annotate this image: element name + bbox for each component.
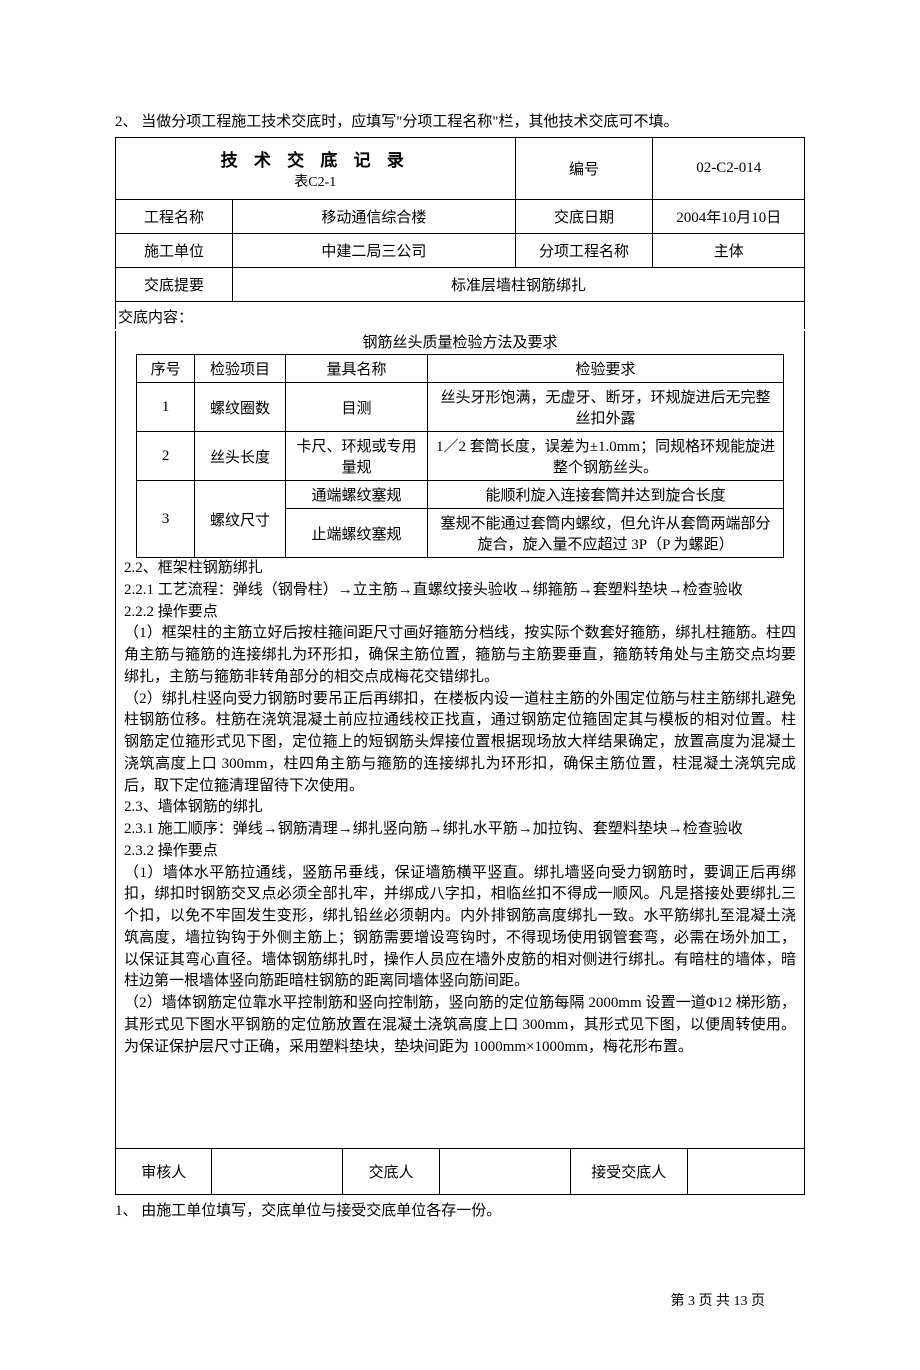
r1-no: 1 bbox=[137, 383, 195, 432]
header-table: 技 术 交 底 记 录 表C2-1 编号 02-C2-014 工程名称 移动通信… bbox=[115, 137, 805, 302]
sig-a-value bbox=[212, 1149, 343, 1195]
sig-a-label: 审核人 bbox=[116, 1149, 212, 1195]
sig-b-label: 交底人 bbox=[343, 1149, 439, 1195]
r1-tool: 目测 bbox=[285, 383, 427, 432]
summary-value: 标准层墙柱钢筋绑扎 bbox=[233, 268, 805, 302]
r3a-req: 能顺利旋入连接套筒并达到旋合长度 bbox=[428, 481, 784, 509]
p2: 2.2.1 工艺流程：弹线（钢骨柱）→立主筋→直螺纹接头验收→绑箍筋→套塑料垫块… bbox=[124, 580, 796, 602]
p6: 2.3、墙体钢筋的绑扎 bbox=[124, 797, 796, 819]
r1-item: 螺纹圈数 bbox=[195, 383, 286, 432]
num-label: 编号 bbox=[515, 138, 653, 200]
r3b-req: 塞规不能通过套筒内螺纹，但允许从套筒两端部分旋合，旋入量不应超过 3P（P 为螺… bbox=[428, 509, 784, 558]
top-note: 2、 当做分项工程施工技术交底时，应填写"分项工程名称"栏，其他技术交底可不填。 bbox=[115, 110, 805, 131]
doc-title: 技 术 交 底 记 录 bbox=[116, 146, 515, 171]
table-number: 表C2-1 bbox=[116, 171, 515, 191]
r2-tool: 卡尺、环规或专用量规 bbox=[285, 432, 427, 481]
unit-value: 中建二局三公司 bbox=[233, 234, 515, 268]
r2-item: 丝头长度 bbox=[195, 432, 286, 481]
document-page: 2、 当做分项工程施工技术交底时，应填写"分项工程名称"栏，其他技术交底可不填。… bbox=[0, 0, 920, 1370]
th-tool: 量具名称 bbox=[285, 355, 427, 383]
th-no: 序号 bbox=[137, 355, 195, 383]
content-label-row: 交底内容： bbox=[115, 302, 805, 329]
sig-c-value bbox=[687, 1149, 804, 1195]
summary-label: 交底提要 bbox=[116, 268, 233, 302]
sub-value: 主体 bbox=[653, 234, 805, 268]
p9: （1）墙体水平筋拉通线，竖筋吊垂线，保证墙筋横平竖直。绑扎墙竖向受力钢筋时，要调… bbox=[124, 863, 796, 994]
r2-req: 1／2 套筒长度，误差为±1.0mm；同规格环规能旋进整个钢筋丝头。 bbox=[428, 432, 784, 481]
unit-label: 施工单位 bbox=[116, 234, 233, 268]
r2-no: 2 bbox=[137, 432, 195, 481]
bottom-note: 1、 由施工单位填写，交底单位与接受交底单位各存一份。 bbox=[115, 1199, 805, 1220]
date-label: 交底日期 bbox=[515, 200, 653, 234]
p4: （1）框架柱的主筋立好后按柱箍间距尺寸画好箍筋分档线，按实际个数套好箍筋，绑扎柱… bbox=[124, 623, 796, 688]
p1: 2.2、框架柱钢筋绑扎 bbox=[124, 558, 796, 580]
content-label: 交底内容： bbox=[118, 310, 193, 326]
th-item: 检验项目 bbox=[195, 355, 286, 383]
signature-table: 审核人 交底人 接受交底人 bbox=[115, 1148, 805, 1195]
sub-label: 分项工程名称 bbox=[515, 234, 653, 268]
inspection-table: 序号 检验项目 量具名称 检验要求 1 螺纹圈数 目测 丝头牙形饱满，无虚牙、断… bbox=[136, 354, 784, 558]
r1-req: 丝头牙形饱满，无虚牙、断牙，环规旋进后无完整丝扣外露 bbox=[428, 383, 784, 432]
sig-b-value bbox=[439, 1149, 570, 1195]
num-value: 02-C2-014 bbox=[653, 138, 805, 200]
page-number: 第 3 页 共 13 页 bbox=[115, 1290, 805, 1310]
date-value: 2004年10月10日 bbox=[653, 200, 805, 234]
content-body-wrap: 钢筋丝头质量检验方法及要求 序号 检验项目 量具名称 检验要求 1 螺纹圈数 目… bbox=[115, 331, 805, 1148]
r3-no: 3 bbox=[137, 481, 195, 558]
r3b-tool: 止端螺纹塞规 bbox=[285, 509, 427, 558]
p8: 2.3.2 操作要点 bbox=[124, 841, 796, 863]
p3: 2.2.2 操作要点 bbox=[124, 602, 796, 624]
r3-item: 螺纹尺寸 bbox=[195, 481, 286, 558]
body-text: 2.2、框架柱钢筋绑扎 2.2.1 工艺流程：弹线（钢骨柱）→立主筋→直螺纹接头… bbox=[124, 558, 796, 1058]
sig-c-label: 接受交底人 bbox=[570, 1149, 687, 1195]
th-req: 检验要求 bbox=[428, 355, 784, 383]
r3a-tool: 通端螺纹塞规 bbox=[285, 481, 427, 509]
p10: （2）墙体钢筋定位靠水平控制筋和竖向控制筋，竖向筋的定位筋每隔 2000mm 设… bbox=[124, 993, 796, 1058]
inner-table-title: 钢筋丝头质量检验方法及要求 bbox=[124, 331, 796, 352]
proj-label: 工程名称 bbox=[116, 200, 233, 234]
proj-value: 移动通信综合楼 bbox=[233, 200, 515, 234]
p7: 2.3.1 施工顺序：弹线→钢筋清理→绑扎竖向筋→绑扎水平筋→加拉钩、套塑料垫块… bbox=[124, 819, 796, 841]
p5: （2）绑扎柱竖向受力钢筋时要吊正后再绑扣，在楼板内设一道柱主筋的外围定位筋与柱主… bbox=[124, 689, 796, 798]
